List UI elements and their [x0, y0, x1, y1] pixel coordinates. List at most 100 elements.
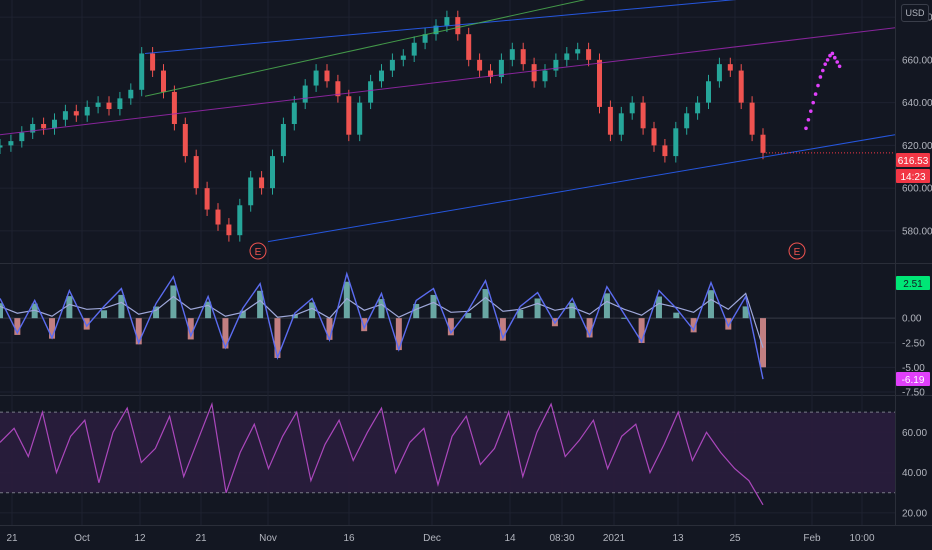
- macd-histogram-bar: [673, 312, 680, 319]
- macd-histogram-bar: [413, 303, 420, 319]
- macd-y-tick-label: -7.50: [902, 388, 925, 399]
- forecast-point: [823, 62, 827, 66]
- countdown-badge: [896, 169, 930, 183]
- last-price-value: 616.53: [898, 156, 929, 167]
- macd-histogram-bar: [274, 318, 281, 358]
- candle-body: [95, 102, 101, 107]
- macd-histogram-bar: [205, 301, 212, 319]
- macd-histogram-bar: [83, 318, 90, 330]
- x-tick-label: 08:30: [549, 533, 574, 544]
- candle-body: [716, 64, 722, 82]
- candle-body: [673, 128, 679, 157]
- macd-pane[interactable]: [0, 271, 895, 380]
- rsi-y-tick-label: 40.00: [902, 468, 927, 479]
- candle-body: [379, 70, 384, 82]
- candle-body: [324, 70, 330, 82]
- macd-histogram-bar: [725, 318, 732, 330]
- macd-histogram-bar: [239, 310, 246, 319]
- macd-histogram-bar: [257, 290, 264, 319]
- candle-body: [30, 124, 36, 133]
- macd-histogram-bar: [395, 318, 402, 351]
- currency-button[interactable]: USD: [901, 4, 929, 22]
- candle-body: [749, 102, 755, 135]
- candle-body: [444, 17, 450, 26]
- macd-histogram-bar: [135, 318, 142, 345]
- channel-line: [144, 0, 586, 97]
- candle-body: [498, 59, 504, 77]
- candle-body: [553, 59, 559, 71]
- macd-histogram-bar: [517, 309, 524, 319]
- candle-body: [313, 70, 319, 86]
- candle-body: [738, 70, 744, 103]
- candle-body: [368, 81, 374, 103]
- candle-body: [618, 113, 624, 135]
- candle-body: [73, 111, 79, 116]
- candle-body: [0, 145, 3, 148]
- candle-body: [248, 177, 254, 206]
- macd-value-badge: [896, 372, 930, 386]
- price-pane[interactable]: [0, 0, 896, 243]
- macd-histogram-bar: [153, 306, 160, 319]
- candle-body: [607, 106, 613, 135]
- candle-body: [531, 64, 537, 82]
- candle-body: [335, 81, 341, 97]
- x-tick-label: Feb: [803, 533, 821, 544]
- rsi-pane[interactable]: [0, 401, 895, 506]
- macd-histogram-bar: [118, 294, 125, 319]
- candle-body: [237, 205, 243, 236]
- candle-body: [411, 42, 417, 56]
- candle-body: [684, 113, 690, 129]
- candle-body: [400, 55, 406, 60]
- macd-histogram-bar: [170, 285, 177, 319]
- macd-histogram-bar: [638, 318, 645, 343]
- candle-body: [695, 102, 701, 114]
- candle-body: [84, 106, 90, 116]
- channel-line: [144, 0, 737, 54]
- forecast-point: [837, 64, 842, 69]
- candle-body: [727, 64, 733, 71]
- candle-body: [161, 70, 166, 92]
- price-y-tick-label: 580.00: [902, 226, 932, 237]
- candle-body: [41, 124, 47, 129]
- candle-body: [760, 134, 766, 153]
- forecast-point: [806, 117, 811, 122]
- earnings-marker-1[interactable]: [249, 242, 267, 260]
- macd-histogram-bar: [343, 281, 350, 319]
- x-tick-label: 21: [195, 533, 207, 544]
- x-tick-label: 16: [343, 533, 355, 544]
- macd-line: [0, 271, 764, 380]
- candle-body: [259, 177, 265, 189]
- candle-body: [455, 17, 461, 35]
- candle-body: [542, 70, 548, 82]
- macd-histogram-bar: [378, 299, 385, 319]
- x-tick-label: 21: [6, 533, 18, 544]
- candle-body: [182, 124, 188, 157]
- macd-value: -6.19: [902, 375, 925, 386]
- price-y-tick-label: 600.00: [902, 184, 932, 195]
- signal-value-badge: [896, 276, 930, 290]
- macd-histogram-bar: [690, 318, 697, 333]
- macd-histogram-bar: [482, 289, 489, 319]
- candle-body: [651, 128, 657, 146]
- rsi-y-tick-label: 20.00: [902, 508, 927, 519]
- macd-histogram-bar: [707, 290, 714, 319]
- macd-histogram-bar: [655, 296, 662, 319]
- candle-body: [171, 91, 177, 125]
- candle-body: [8, 141, 14, 146]
- last-price-badge: [896, 153, 930, 167]
- earnings-marker-2[interactable]: [788, 242, 806, 260]
- candle-body: [106, 102, 112, 110]
- macd-histogram-bar: [14, 318, 21, 335]
- axes: 21 Oct 12 21 Nov 16 Dec 14 08:30 2021 13 25 Feb 10:00…: [6, 13, 932, 544]
- macd-histogram-bar: [326, 318, 333, 340]
- candle-body: [139, 53, 145, 90]
- x-tick-label: 10:00: [849, 533, 874, 544]
- channel-line: [0, 27, 896, 136]
- earnings-marker-1-label: E: [255, 247, 262, 258]
- forecast-point: [825, 58, 830, 62]
- candle-body: [509, 49, 515, 60]
- macd-histogram-bar: [742, 306, 749, 319]
- forecast-point: [830, 51, 835, 56]
